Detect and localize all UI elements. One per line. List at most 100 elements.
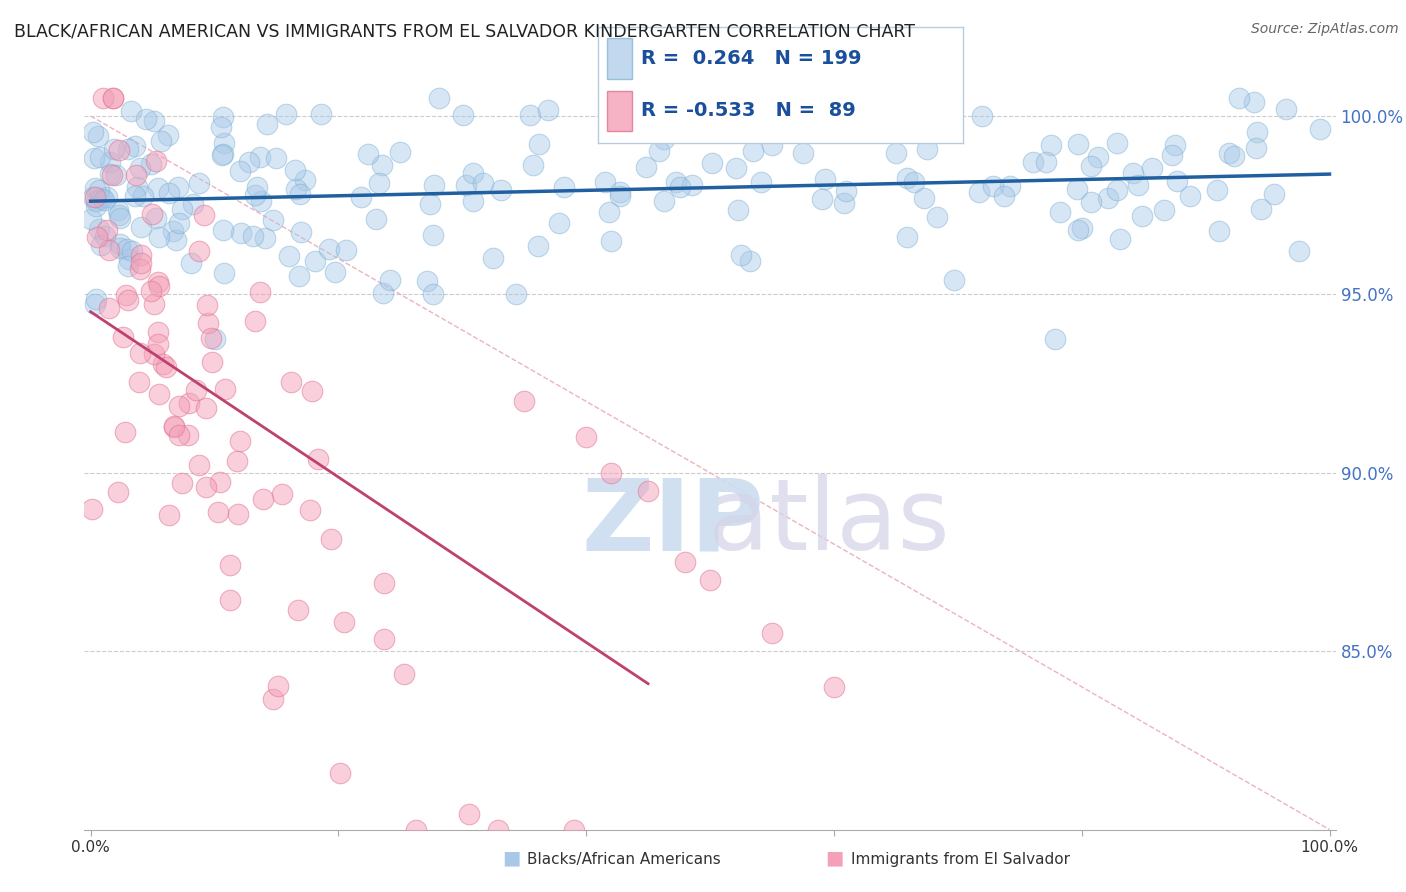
Point bbox=[1108, 232, 1130, 246]
Point bbox=[93, 194, 115, 208]
Point bbox=[1067, 223, 1090, 237]
Point bbox=[730, 248, 752, 262]
Point bbox=[702, 156, 724, 170]
Point bbox=[89, 183, 111, 197]
Point bbox=[143, 347, 166, 361]
Point bbox=[634, 160, 657, 174]
Point bbox=[422, 227, 444, 242]
FancyBboxPatch shape bbox=[607, 38, 633, 79]
Point bbox=[373, 575, 395, 590]
Text: ZIP: ZIP bbox=[581, 475, 763, 571]
Point bbox=[195, 298, 218, 312]
Point bbox=[600, 466, 623, 480]
Point bbox=[163, 418, 186, 433]
Point bbox=[165, 233, 187, 247]
Point bbox=[125, 180, 148, 194]
Point bbox=[193, 208, 215, 222]
Point bbox=[970, 109, 993, 123]
Point bbox=[1178, 189, 1201, 203]
Point bbox=[823, 91, 845, 105]
Point bbox=[163, 420, 186, 434]
Point bbox=[329, 765, 352, 780]
Point bbox=[108, 143, 131, 157]
Point bbox=[609, 185, 631, 199]
Point bbox=[124, 189, 146, 203]
Point bbox=[593, 175, 616, 189]
Point bbox=[527, 136, 550, 151]
Point bbox=[1166, 174, 1188, 188]
Point bbox=[1142, 161, 1164, 175]
Point bbox=[117, 259, 139, 273]
Point bbox=[253, 230, 276, 244]
Point bbox=[1250, 202, 1272, 216]
Point bbox=[751, 175, 773, 189]
Point bbox=[1105, 183, 1128, 197]
Point bbox=[117, 293, 139, 307]
Point bbox=[87, 129, 110, 144]
Point bbox=[548, 216, 571, 230]
Point bbox=[553, 180, 575, 194]
Point bbox=[519, 108, 541, 122]
Point bbox=[600, 235, 623, 249]
Point bbox=[124, 139, 146, 153]
Point bbox=[309, 107, 332, 121]
Point bbox=[145, 153, 167, 168]
Point bbox=[332, 615, 354, 629]
Point bbox=[214, 266, 236, 280]
Point bbox=[1222, 149, 1244, 163]
Point bbox=[142, 297, 165, 311]
Point bbox=[117, 142, 139, 156]
Point bbox=[148, 325, 170, 339]
Point bbox=[91, 91, 114, 105]
Point bbox=[129, 161, 152, 176]
Point bbox=[575, 430, 598, 444]
Point bbox=[896, 230, 918, 244]
Point bbox=[513, 394, 536, 409]
Point bbox=[84, 194, 107, 208]
Text: atlas: atlas bbox=[709, 475, 949, 571]
Point bbox=[249, 150, 271, 164]
Point bbox=[226, 454, 249, 468]
Point bbox=[143, 114, 166, 128]
Point bbox=[1039, 138, 1062, 153]
Point bbox=[108, 237, 131, 252]
Point bbox=[80, 502, 103, 516]
Point bbox=[626, 114, 648, 128]
Point bbox=[835, 184, 858, 198]
Point bbox=[1309, 121, 1331, 136]
Point bbox=[212, 110, 235, 124]
Text: R = -0.533   N =  89: R = -0.533 N = 89 bbox=[641, 101, 856, 120]
Text: ■: ■ bbox=[502, 848, 520, 867]
Point bbox=[915, 142, 938, 156]
Point bbox=[101, 91, 124, 105]
Point bbox=[79, 212, 101, 227]
Point bbox=[197, 316, 219, 330]
Point bbox=[522, 158, 544, 172]
Point bbox=[472, 177, 495, 191]
Point bbox=[1097, 191, 1119, 205]
Point bbox=[135, 112, 157, 127]
Point bbox=[814, 172, 837, 186]
Text: ■: ■ bbox=[825, 848, 844, 867]
Point bbox=[112, 330, 135, 344]
Point bbox=[187, 458, 209, 472]
Point bbox=[194, 479, 217, 493]
Point bbox=[650, 119, 672, 133]
Point bbox=[942, 272, 965, 286]
Point bbox=[298, 503, 321, 517]
Point bbox=[96, 223, 118, 237]
Point bbox=[648, 145, 671, 159]
Point bbox=[200, 331, 222, 345]
Point bbox=[229, 226, 252, 240]
Point bbox=[287, 603, 309, 617]
Point bbox=[912, 190, 935, 204]
Point bbox=[146, 337, 169, 351]
Point bbox=[252, 492, 274, 507]
Point bbox=[301, 384, 323, 398]
Point bbox=[761, 626, 783, 640]
Point bbox=[141, 157, 163, 171]
Point bbox=[1049, 204, 1071, 219]
Point bbox=[152, 357, 174, 371]
Point bbox=[1067, 136, 1090, 151]
Point bbox=[1130, 209, 1153, 223]
